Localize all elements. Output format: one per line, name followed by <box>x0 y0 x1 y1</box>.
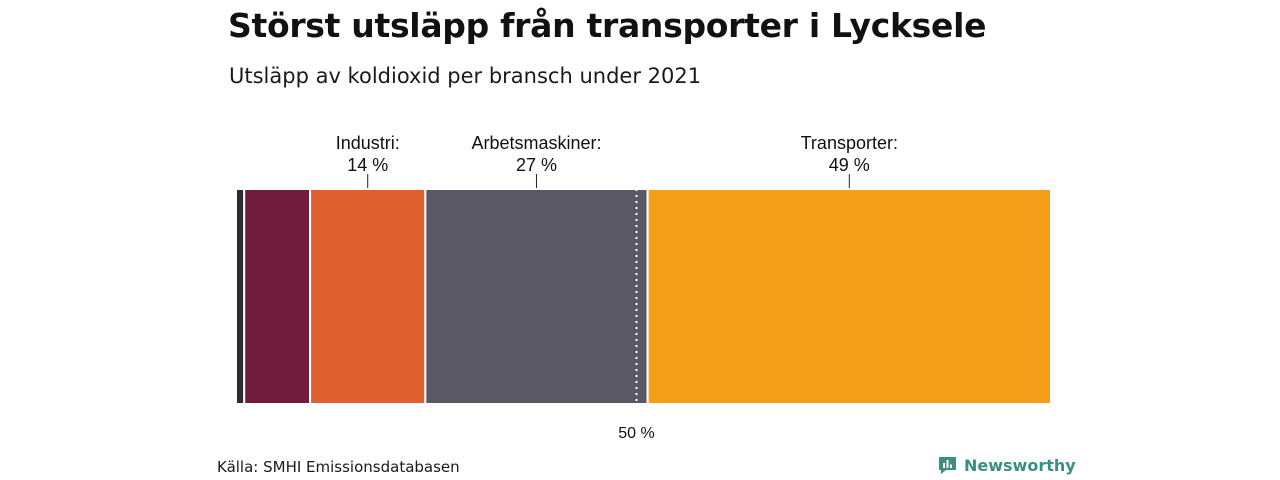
source-note: Källa: SMHI Emissionsdatabasen <box>217 458 460 476</box>
reference-line-label: 50 % <box>618 425 654 442</box>
chart-subtitle: Utsläpp av koldioxid per bransch under 2… <box>229 64 702 88</box>
bar-segment-arbetsmaskiner <box>424 188 649 405</box>
newsworthy-logo-icon <box>939 457 956 474</box>
segment-value-arbetsmaskiner: 27 % <box>516 155 557 175</box>
segment-label-transporter: Transporter: <box>801 133 898 153</box>
brand-name: Newsworthy <box>964 456 1076 475</box>
segment-label-industri: Industri: <box>336 133 400 153</box>
chart-title: Störst utsläpp från transporter i Lyckse… <box>228 6 987 45</box>
bar-segment-transporter <box>646 188 1052 405</box>
segment-label-arbetsmaskiner: Arbetsmaskiner: <box>471 133 601 153</box>
bar-segment-seg1 <box>243 188 312 405</box>
brand-logo: Newsworthy <box>937 455 1076 476</box>
segment-value-transporter: 49 % <box>829 155 870 175</box>
segment-value-industri: 14 % <box>347 155 388 175</box>
bar-segment-seg0 <box>235 188 246 405</box>
bar-segment-industri <box>309 188 427 405</box>
